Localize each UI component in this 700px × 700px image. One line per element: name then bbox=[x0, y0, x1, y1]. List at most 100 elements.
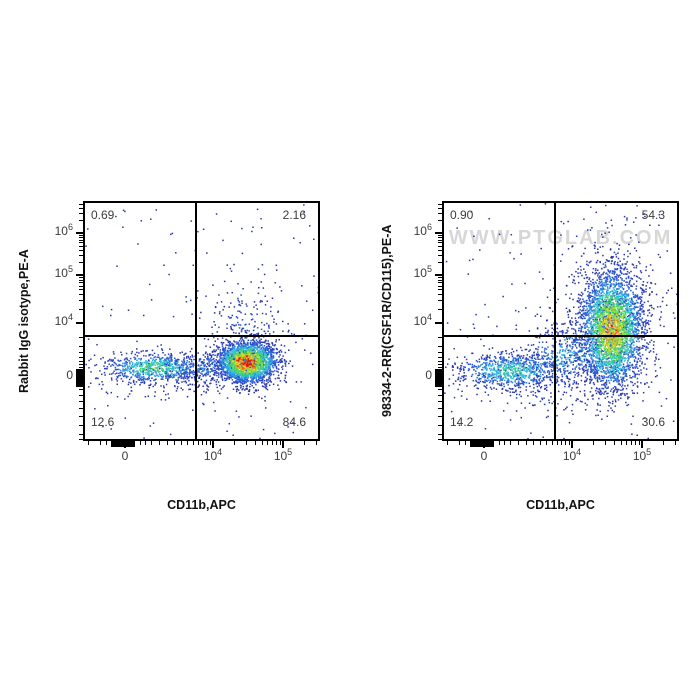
axis-tick bbox=[438, 434, 442, 435]
isotype-control-panel: Rabbit IgG isotype,PE-A 106 105 104 0 0.69 … bbox=[17, 201, 320, 512]
axis-tick bbox=[167, 441, 168, 445]
axis-tick bbox=[79, 309, 83, 310]
axis-tick bbox=[435, 369, 442, 372]
axis-tick bbox=[438, 309, 442, 310]
axis-tick bbox=[100, 441, 101, 445]
quadrant-percent-upper-left: 0.90 bbox=[450, 208, 474, 222]
axis-tick bbox=[282, 441, 284, 448]
axis-tick bbox=[526, 441, 527, 445]
axis-tick bbox=[438, 352, 442, 353]
axis-tick bbox=[561, 441, 562, 445]
axis-tick bbox=[79, 250, 83, 251]
axis-tick bbox=[79, 346, 83, 347]
scatter-dots-canvas bbox=[444, 203, 677, 439]
axis-tick bbox=[79, 434, 83, 435]
axis-tick bbox=[79, 204, 83, 205]
axis-tick bbox=[438, 300, 442, 301]
axis-tick bbox=[488, 441, 491, 447]
axis-tick bbox=[557, 441, 558, 445]
axis-tick bbox=[79, 401, 83, 402]
quadrant-percent-upper-left: 0.69 bbox=[91, 208, 115, 222]
axis-tick bbox=[79, 364, 83, 365]
axis-tick bbox=[438, 213, 442, 214]
axis-tick bbox=[438, 204, 442, 205]
axis-tick bbox=[246, 441, 247, 445]
axis-tick bbox=[438, 240, 442, 241]
axis-tick bbox=[499, 441, 500, 445]
axis-tick bbox=[79, 294, 83, 295]
axis-tick bbox=[438, 367, 442, 368]
axis-tick bbox=[552, 441, 553, 445]
axis-tick bbox=[675, 441, 676, 445]
axis-tick bbox=[438, 408, 442, 409]
axis-tick bbox=[438, 262, 442, 263]
axis-tick bbox=[79, 237, 83, 238]
axis-tick bbox=[482, 441, 485, 447]
axis-tick bbox=[174, 441, 175, 445]
axis-tick bbox=[111, 441, 114, 447]
axis-tick bbox=[79, 220, 83, 221]
y-axis-ticks bbox=[73, 201, 83, 441]
axis-tick bbox=[304, 441, 305, 445]
axis-tick bbox=[438, 289, 442, 290]
axis-tick bbox=[79, 337, 83, 338]
axis-tick bbox=[565, 441, 566, 445]
axis-tick bbox=[76, 384, 83, 387]
axis-tick-label: 105 bbox=[273, 447, 293, 464]
x-axis-title: CD11b,APC bbox=[167, 498, 236, 512]
axis-tick bbox=[438, 337, 442, 338]
axis-tick bbox=[518, 441, 519, 445]
axis-tick bbox=[79, 242, 83, 243]
axis-tick bbox=[79, 357, 83, 358]
axis-tick bbox=[145, 441, 146, 445]
axis-tick bbox=[470, 441, 473, 447]
axis-tick bbox=[88, 441, 89, 445]
csf1r-antibody-panel: 98334-2-RR(CSF1R/CD115),PE-A 106 105 104 0 … bbox=[380, 201, 679, 512]
axis-tick bbox=[473, 441, 476, 447]
axis-tick bbox=[193, 441, 194, 445]
axis-tick-label: 0 bbox=[121, 449, 129, 463]
y-axis-ticks bbox=[432, 201, 442, 441]
axis-tick bbox=[79, 408, 83, 409]
axis-tick-label: 104 bbox=[54, 312, 73, 329]
axis-tick bbox=[316, 441, 317, 445]
axis-tick bbox=[438, 286, 442, 287]
quadrant-percent-upper-right: 2.16 bbox=[282, 208, 306, 222]
axis-tick bbox=[79, 240, 83, 241]
quadrant-gate-horizontal bbox=[85, 335, 318, 337]
axis-tick bbox=[79, 286, 83, 287]
quadrant-percent-lower-right: 30.6 bbox=[641, 415, 665, 429]
plot-area: 0.69 2.16 12.6 84.6 bbox=[83, 201, 320, 441]
axis-tick bbox=[631, 441, 632, 445]
axis-tick bbox=[438, 425, 442, 426]
axis-tick bbox=[621, 441, 622, 445]
axis-tick bbox=[438, 439, 442, 440]
axis-tick bbox=[438, 280, 442, 281]
axis-tick-label: 0 bbox=[66, 368, 73, 382]
axis-tick bbox=[76, 378, 83, 381]
x-axis-ticks bbox=[442, 441, 679, 451]
axis-tick bbox=[435, 372, 442, 375]
axis-tick bbox=[276, 441, 277, 445]
axis-tick bbox=[76, 381, 83, 384]
axis-tick bbox=[438, 208, 442, 209]
axis-tick bbox=[202, 441, 203, 445]
axis-tick bbox=[79, 416, 83, 417]
axis-tick bbox=[438, 237, 442, 238]
x-axis-title: CD11b,APC bbox=[526, 498, 595, 512]
axis-tick bbox=[569, 441, 570, 445]
axis-tick bbox=[438, 395, 442, 396]
axis-tick bbox=[476, 441, 479, 447]
axis-tick bbox=[504, 441, 505, 445]
axis-tick-label: 0 bbox=[480, 449, 488, 463]
axis-tick bbox=[181, 441, 182, 445]
axis-tick bbox=[540, 441, 541, 445]
axis-tick bbox=[435, 375, 442, 378]
axis-tick bbox=[435, 384, 442, 387]
axis-tick bbox=[79, 208, 83, 209]
axis-tick bbox=[438, 346, 442, 347]
axis-tick bbox=[533, 441, 534, 445]
axis-tick bbox=[79, 280, 83, 281]
axis-tick bbox=[76, 322, 83, 324]
